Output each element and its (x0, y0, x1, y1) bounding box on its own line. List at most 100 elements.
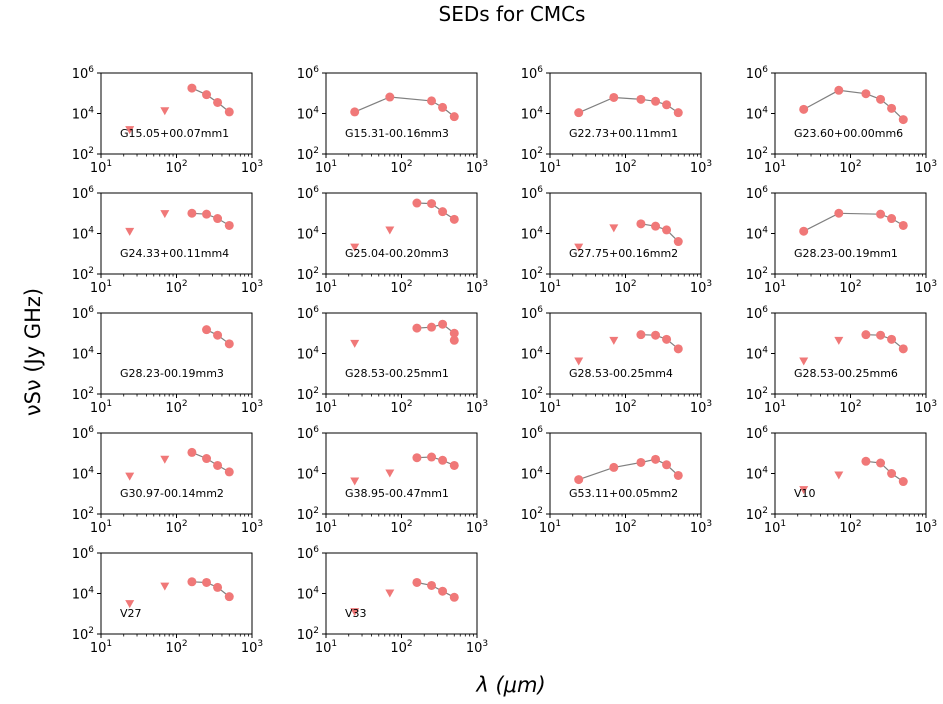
y-tick-label: 104 (521, 226, 544, 243)
y-tick-label: 106 (297, 545, 320, 562)
detection-point (636, 457, 646, 467)
x-tick-label: 101 (539, 279, 561, 296)
y-tick-label: 106 (746, 185, 769, 202)
x-tick-label: 101 (315, 519, 337, 536)
detection-point (385, 92, 395, 102)
x-tick-label: 102 (839, 519, 861, 536)
detection-point (651, 454, 661, 464)
panel-label: G22.73+00.11mm1 (569, 127, 678, 140)
detection-point (427, 452, 437, 462)
x-tick-label: 101 (90, 279, 112, 296)
detection-point (651, 221, 661, 231)
upper-limit-point (160, 107, 170, 116)
upper-limit-point (609, 336, 619, 345)
y-tick-label: 106 (72, 545, 95, 562)
sed-line (416, 456, 455, 466)
y-tick-label: 104 (746, 346, 769, 363)
x-tick-label: 101 (90, 639, 112, 656)
x-tick-label: 101 (764, 399, 786, 416)
x-tick-label: 102 (614, 279, 636, 296)
detection-point (834, 85, 844, 95)
x-tick-label: 102 (165, 639, 187, 656)
detection-point (799, 226, 809, 236)
detection-point (887, 103, 897, 113)
x-tick-label: 102 (390, 399, 412, 416)
panel-frame (100, 192, 253, 275)
upper-limit-point (385, 226, 395, 235)
detection-point (427, 96, 437, 106)
panel-label: G28.23-00.19mm1 (794, 247, 898, 260)
sed-line (191, 212, 230, 226)
detection-point (213, 582, 223, 592)
y-tick-label: 102 (521, 386, 543, 403)
sed-line (191, 451, 230, 473)
panel-frame (325, 312, 478, 395)
x-tick-label: 103 (241, 399, 263, 416)
x-tick-label: 102 (390, 159, 412, 176)
y-tick-label: 106 (72, 65, 95, 82)
detection-point (887, 469, 897, 478)
x-tick-label: 101 (90, 159, 112, 176)
panel-frame (100, 312, 253, 395)
panel-label: G28.53-00.25mm6 (794, 367, 898, 380)
detection-point (861, 456, 871, 466)
y-tick-label: 102 (72, 386, 94, 403)
detection-point (673, 237, 683, 247)
detection-point (898, 115, 908, 125)
y-tick-label: 102 (297, 266, 319, 283)
y-tick-label: 106 (746, 65, 769, 82)
upper-limit-point (125, 600, 135, 609)
x-tick-label: 102 (165, 159, 187, 176)
detection-point (202, 90, 212, 100)
y-tick-label: 104 (297, 346, 320, 363)
y-tick-label: 102 (521, 266, 543, 283)
upper-limit-point (834, 336, 844, 345)
panel-label: G30.97-00.14mm2 (120, 487, 224, 500)
detection-point (438, 102, 448, 112)
upper-limit-point (574, 357, 584, 366)
detection-point (427, 580, 437, 590)
x-axis-label: λ (μm) (475, 673, 545, 697)
x-tick-label: 102 (390, 639, 412, 656)
y-tick-label: 102 (297, 146, 319, 163)
x-tick-label: 101 (90, 399, 112, 416)
upper-limit-point (385, 589, 395, 598)
detection-point (887, 214, 897, 224)
y-tick-label: 106 (746, 305, 769, 322)
x-tick-label: 103 (690, 279, 712, 296)
sed-line (191, 581, 230, 598)
sed-line (803, 89, 904, 121)
x-tick-label: 101 (764, 279, 786, 296)
y-tick-label: 104 (72, 106, 95, 123)
sed-line (865, 460, 904, 483)
x-tick-label: 101 (764, 159, 786, 176)
detection-point (412, 577, 422, 587)
x-tick-label: 101 (315, 399, 337, 416)
x-tick-label: 103 (466, 159, 488, 176)
y-tick-label: 104 (746, 226, 769, 243)
x-tick-label: 103 (241, 279, 263, 296)
x-tick-label: 102 (165, 399, 187, 416)
panel-label: G23.60+00.00mm6 (794, 127, 903, 140)
detection-point (662, 100, 672, 110)
detection-point (449, 335, 459, 345)
detection-point (202, 325, 212, 335)
detection-point (224, 220, 234, 230)
detection-point (898, 477, 908, 487)
y-tick-label: 104 (297, 586, 320, 603)
detection-point (224, 339, 234, 349)
y-tick-label: 106 (297, 185, 320, 202)
upper-limit-point (609, 224, 619, 233)
panel-frame (774, 312, 927, 395)
panel-label: G25.04-00.20mm3 (345, 247, 449, 260)
detection-point (224, 107, 234, 117)
y-tick-label: 106 (521, 305, 544, 322)
